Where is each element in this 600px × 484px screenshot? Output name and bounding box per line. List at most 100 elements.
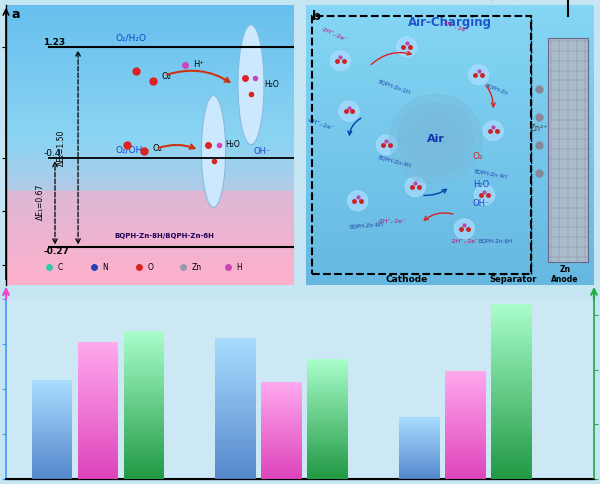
Bar xyxy=(306,86,594,93)
Bar xyxy=(124,367,164,370)
Bar xyxy=(306,11,594,19)
Bar xyxy=(445,455,485,457)
Text: -2H⁺,-2e⁻: -2H⁺,-2e⁻ xyxy=(378,219,406,224)
Bar xyxy=(491,476,532,479)
Bar xyxy=(77,348,118,350)
Bar xyxy=(32,438,72,439)
Bar xyxy=(32,406,72,408)
Circle shape xyxy=(347,191,368,211)
Bar xyxy=(399,426,440,427)
Bar xyxy=(262,426,302,428)
Bar xyxy=(6,205,294,212)
Bar xyxy=(399,453,440,454)
Bar xyxy=(215,473,256,476)
Bar xyxy=(307,368,348,371)
Bar xyxy=(399,443,440,444)
Bar xyxy=(306,133,594,140)
Bar xyxy=(306,35,594,42)
Bar xyxy=(306,258,594,266)
Bar xyxy=(32,452,72,454)
Bar xyxy=(32,477,72,479)
Bar xyxy=(262,475,302,477)
Bar xyxy=(124,408,164,411)
Bar xyxy=(445,421,485,423)
Bar xyxy=(307,395,348,397)
Bar xyxy=(124,337,164,340)
Bar xyxy=(399,477,440,478)
Bar xyxy=(6,69,294,75)
Bar xyxy=(77,468,118,471)
Bar xyxy=(215,392,256,394)
Bar xyxy=(6,9,294,15)
Bar xyxy=(307,477,348,479)
Bar xyxy=(32,404,72,406)
Text: BQPH-Zn-8H/BQPH-Zn-6H: BQPH-Zn-8H/BQPH-Zn-6H xyxy=(115,233,214,239)
Bar xyxy=(124,455,164,458)
Bar xyxy=(445,379,485,382)
Bar xyxy=(307,436,348,438)
Bar xyxy=(6,237,294,243)
Bar xyxy=(306,67,594,75)
Bar xyxy=(307,462,348,465)
Bar xyxy=(215,408,256,411)
Bar xyxy=(445,416,485,419)
Bar xyxy=(6,16,294,22)
Bar xyxy=(215,349,256,352)
Bar xyxy=(307,376,348,378)
Bar xyxy=(32,382,72,384)
Bar xyxy=(311,16,530,273)
Bar xyxy=(307,363,348,366)
Bar xyxy=(491,413,532,416)
Bar xyxy=(306,161,594,168)
Bar xyxy=(306,221,594,229)
Circle shape xyxy=(238,25,264,145)
Bar xyxy=(77,400,118,402)
Text: -2H⁺,-2e⁻: -2H⁺,-2e⁻ xyxy=(450,239,478,244)
Bar xyxy=(399,442,440,443)
Bar xyxy=(6,229,294,236)
Bar xyxy=(307,443,348,445)
Bar xyxy=(124,438,164,441)
Bar xyxy=(399,447,440,448)
Bar xyxy=(32,390,72,392)
Bar xyxy=(445,466,485,469)
Bar xyxy=(77,397,118,400)
Bar xyxy=(306,53,594,61)
Bar xyxy=(6,261,294,267)
Bar xyxy=(262,382,302,384)
Bar xyxy=(215,439,256,442)
Bar xyxy=(32,411,72,414)
Bar xyxy=(77,350,118,353)
Text: OH⁻: OH⁻ xyxy=(473,199,490,209)
Bar xyxy=(307,448,348,450)
Bar xyxy=(6,279,294,285)
Bar xyxy=(491,363,532,367)
Bar xyxy=(306,16,594,24)
Bar xyxy=(124,370,164,373)
Bar xyxy=(306,244,594,252)
Bar xyxy=(6,55,294,61)
Bar xyxy=(491,339,532,343)
Bar xyxy=(306,193,594,201)
Bar xyxy=(491,423,532,426)
Bar xyxy=(77,460,118,463)
Bar xyxy=(6,76,294,82)
Bar xyxy=(6,198,294,204)
Text: BQPH-Zn: BQPH-Zn xyxy=(484,82,509,95)
Bar xyxy=(445,373,485,375)
Bar xyxy=(306,109,594,117)
Bar xyxy=(262,448,302,450)
Bar xyxy=(306,263,594,271)
Bar xyxy=(306,95,594,103)
Bar xyxy=(445,382,485,384)
Bar xyxy=(445,397,485,399)
Bar xyxy=(262,454,302,456)
Bar xyxy=(306,44,594,51)
Bar xyxy=(77,427,118,430)
Bar xyxy=(6,166,294,173)
Bar xyxy=(6,128,294,134)
Bar xyxy=(124,420,164,423)
Bar xyxy=(215,420,256,423)
Bar xyxy=(124,444,164,447)
Bar xyxy=(215,448,256,451)
